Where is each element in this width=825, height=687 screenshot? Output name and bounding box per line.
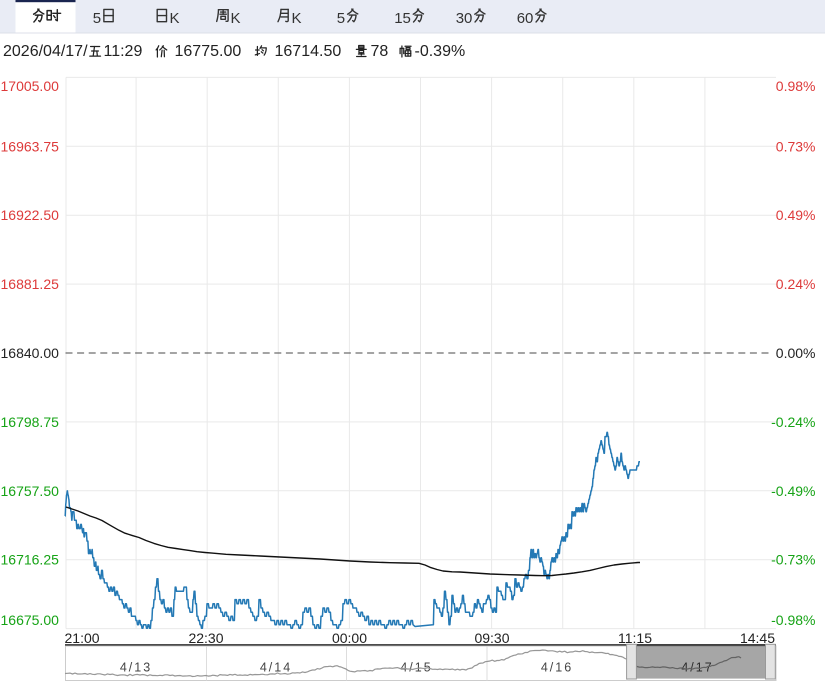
svg-text:4/13: 4/13	[120, 661, 152, 675]
svg-text:16840.00: 16840.00	[1, 345, 60, 361]
svg-text:09:30: 09:30	[474, 630, 509, 646]
svg-text:K: K	[170, 10, 180, 27]
svg-text:0.98%: 0.98%	[776, 78, 816, 94]
svg-text:16714.50: 16714.50	[275, 43, 342, 60]
svg-text:16675.00: 16675.00	[1, 612, 60, 628]
svg-text:-0.98%: -0.98%	[771, 612, 815, 628]
svg-text:16798.75: 16798.75	[1, 414, 60, 430]
svg-text:14:45: 14:45	[740, 630, 775, 646]
svg-text:5: 5	[93, 10, 101, 27]
svg-text:78: 78	[371, 43, 389, 60]
svg-text:00:00: 00:00	[332, 630, 367, 646]
svg-text:0.73%: 0.73%	[776, 138, 816, 154]
svg-text:2026/04/17/: 2026/04/17/	[3, 43, 88, 60]
svg-text:17005.00: 17005.00	[1, 78, 60, 94]
svg-text:16963.75: 16963.75	[1, 138, 60, 154]
svg-text:22:30: 22:30	[188, 630, 223, 646]
svg-text:16881.25: 16881.25	[1, 276, 60, 292]
svg-text:4/14: 4/14	[260, 661, 292, 675]
svg-text:K: K	[292, 10, 302, 27]
svg-text:16922.50: 16922.50	[1, 207, 60, 223]
svg-text:0.00%: 0.00%	[776, 345, 816, 361]
svg-text:15: 15	[394, 10, 411, 27]
svg-text:4/15: 4/15	[400, 661, 432, 675]
svg-text:-0.39%: -0.39%	[415, 43, 466, 60]
svg-text:11:15: 11:15	[618, 630, 652, 646]
svg-text:0.49%: 0.49%	[776, 207, 816, 223]
svg-text:16775.00: 16775.00	[175, 43, 242, 60]
svg-text:0.24%: 0.24%	[776, 276, 816, 292]
svg-text:-0.73%: -0.73%	[771, 552, 815, 568]
svg-text:21:00: 21:00	[65, 630, 100, 646]
svg-text:16757.50: 16757.50	[1, 483, 60, 499]
svg-text:11:29: 11:29	[104, 43, 143, 60]
svg-text:4/16: 4/16	[541, 661, 573, 675]
svg-text:16716.25: 16716.25	[1, 552, 60, 568]
svg-text:-0.49%: -0.49%	[771, 483, 815, 499]
svg-text:-0.24%: -0.24%	[771, 414, 815, 430]
svg-text:K: K	[231, 10, 241, 27]
svg-text:60: 60	[517, 10, 534, 27]
svg-text:30: 30	[456, 10, 473, 27]
svg-text:5: 5	[337, 10, 345, 27]
